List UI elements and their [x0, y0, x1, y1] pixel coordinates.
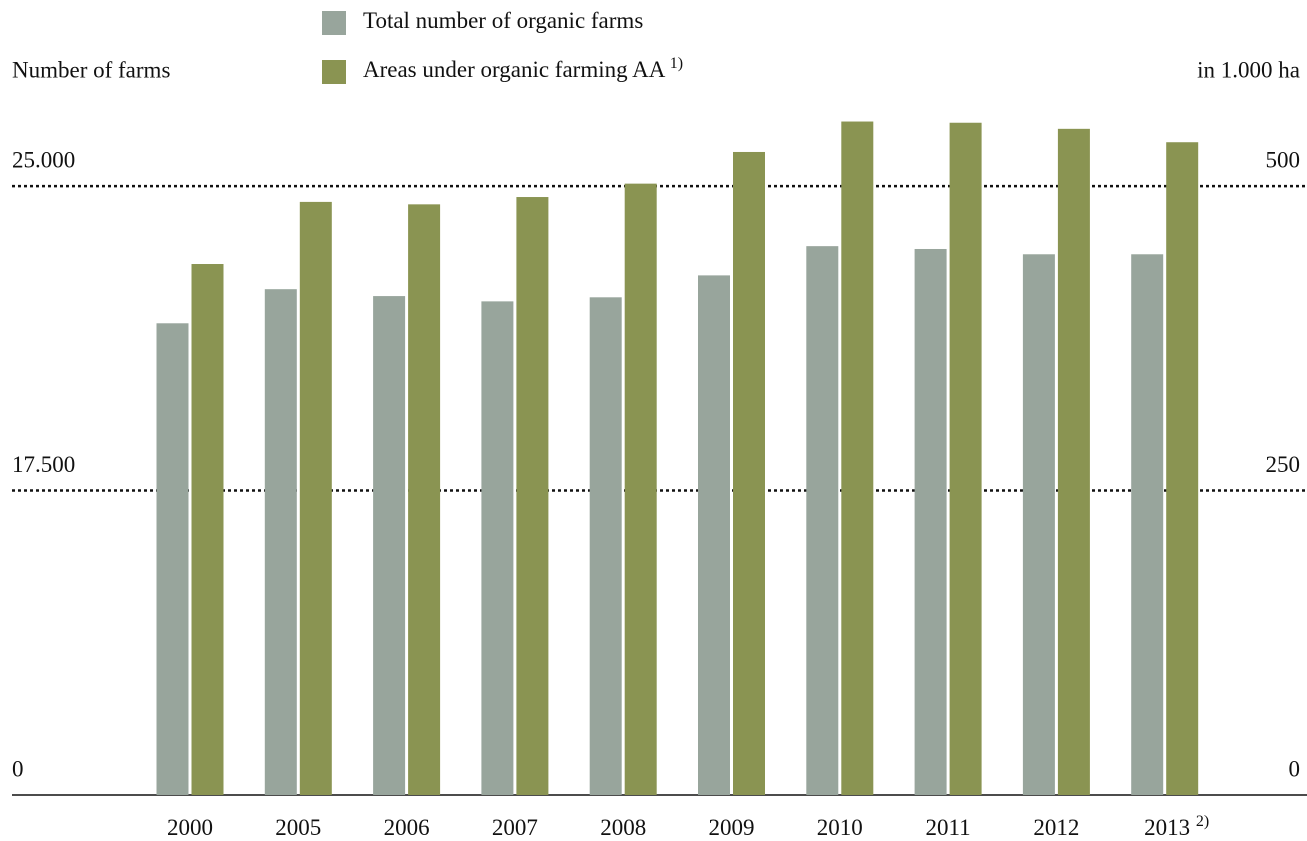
- bar: [841, 121, 874, 795]
- x-tick-label: 2006: [384, 815, 430, 840]
- y2-tick-label: 500: [1266, 147, 1301, 172]
- bar: [698, 275, 730, 795]
- x-tick-text: 2007: [492, 815, 538, 840]
- x-tick-text: 2005: [275, 815, 321, 840]
- legend-label: Areas under organic farming AA 1): [363, 55, 683, 83]
- bar: [481, 301, 514, 795]
- x-tick-label: 2000: [167, 815, 213, 840]
- x-tick-text: 2009: [709, 815, 755, 840]
- bar: [299, 201, 332, 795]
- x-tick-label: 2007: [492, 815, 538, 840]
- bar: [624, 183, 657, 795]
- legend-label: Total number of organic farms: [363, 8, 643, 33]
- x-tick-text: 2008: [600, 815, 646, 840]
- x-tick-text: 2000: [167, 815, 213, 840]
- legend-footnote: 1): [670, 55, 683, 72]
- bar: [589, 297, 622, 795]
- y2-axis-label: in 1.000 ha: [1197, 57, 1300, 82]
- bar: [1022, 254, 1055, 795]
- legend-swatch: [322, 60, 346, 84]
- bar: [191, 264, 224, 795]
- y-axis-label: Number of farms: [12, 57, 170, 82]
- x-tick-text: 2013: [1144, 815, 1190, 840]
- bar: [516, 197, 549, 795]
- y-tick-label: 17.500: [12, 452, 75, 477]
- x-tick-text: 2006: [384, 815, 430, 840]
- legend-text: Total number of organic farms: [363, 8, 643, 33]
- bar: [806, 246, 839, 796]
- legend-swatch: [322, 11, 346, 35]
- x-tick-label: 2012: [1033, 815, 1079, 840]
- x-tick-label: 2009: [709, 815, 755, 840]
- x-tick-label: 2013 2): [1144, 813, 1209, 841]
- x-tick-text: 2012: [1033, 815, 1079, 840]
- y2-tick-label: 0: [1289, 756, 1301, 781]
- x-tick-footnote: 2): [1196, 813, 1209, 830]
- x-tick-text: 2010: [817, 815, 863, 840]
- y2-tick-label: 250: [1266, 452, 1301, 477]
- bar: [373, 296, 406, 795]
- y-tick-label: 25.000: [12, 147, 75, 172]
- legend-text: Areas under organic farming AA: [363, 57, 666, 82]
- x-tick-label: 2008: [600, 815, 646, 840]
- x-tick-label: 2010: [817, 815, 863, 840]
- bar: [733, 151, 765, 795]
- bar: [1166, 142, 1199, 795]
- bar: [408, 204, 441, 795]
- bar: [949, 122, 982, 795]
- y-tick-label: 0: [12, 756, 24, 781]
- bar: [914, 248, 947, 796]
- x-tick-label: 2011: [926, 815, 971, 840]
- bar: [264, 289, 297, 795]
- x-tick-text: 2011: [926, 815, 971, 840]
- bar: [1057, 128, 1090, 795]
- bar: [156, 323, 189, 795]
- x-tick-label: 2005: [275, 815, 321, 840]
- bar: [1131, 254, 1164, 795]
